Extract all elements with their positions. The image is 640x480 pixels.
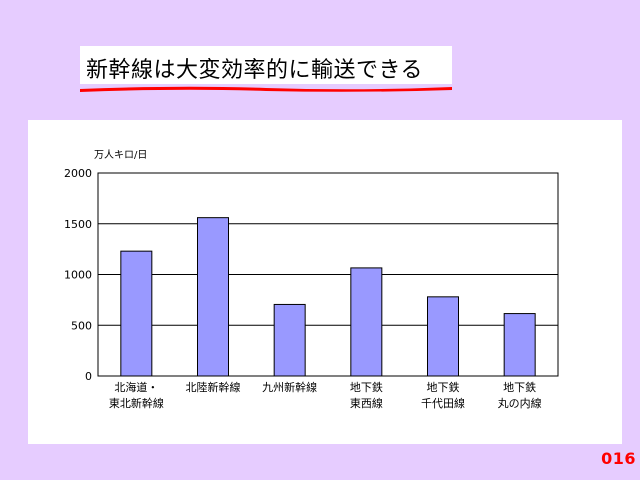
bar bbox=[273, 303, 306, 377]
unit-label: 万人キロ/日 bbox=[94, 149, 147, 161]
chart-panel: 万人キロ/日 0 500 1000 1500 2000 北海道・東北新幹線 北陸新幹線 九州… bbox=[28, 120, 622, 444]
bar bbox=[197, 217, 229, 377]
x-tick-label: 地下鉄 bbox=[350, 380, 383, 394]
y-tick-label: 0 bbox=[85, 370, 92, 383]
bar bbox=[120, 250, 153, 377]
x-tick-label: 千代田線 bbox=[421, 396, 465, 410]
x-tick-label: 九州新幹線 bbox=[262, 380, 317, 394]
title-underline bbox=[80, 86, 452, 92]
bar bbox=[350, 267, 383, 377]
bar bbox=[427, 296, 459, 377]
y-tick-label: 2000 bbox=[64, 167, 92, 180]
x-tick-label: 北海道・ bbox=[114, 380, 158, 394]
x-tick-label: 地下鉄 bbox=[427, 380, 460, 394]
title-box: 新幹線は大変効率的に輸送できる bbox=[80, 46, 452, 84]
x-tick-label: 丸の内線 bbox=[498, 396, 542, 410]
bar-chart: 万人キロ/日 0 500 1000 1500 2000 北海道・東北新幹線 北陸新幹線 九州… bbox=[64, 149, 559, 410]
y-tick-label: 500 bbox=[71, 319, 92, 332]
y-tick-label: 1000 bbox=[64, 269, 92, 282]
bar bbox=[503, 313, 536, 377]
x-tick-label: 北陸新幹線 bbox=[186, 380, 241, 394]
plot-frame bbox=[97, 172, 559, 377]
slide-title: 新幹線は大変効率的に輸送できる bbox=[86, 58, 424, 83]
x-tick-label: 東北新幹線 bbox=[109, 396, 164, 410]
x-tick-label: 地下鉄 bbox=[503, 380, 536, 394]
page-number: 016 bbox=[601, 449, 636, 468]
y-tick-label: 1500 bbox=[64, 218, 92, 231]
x-tick-label: 東西線 bbox=[350, 396, 383, 410]
